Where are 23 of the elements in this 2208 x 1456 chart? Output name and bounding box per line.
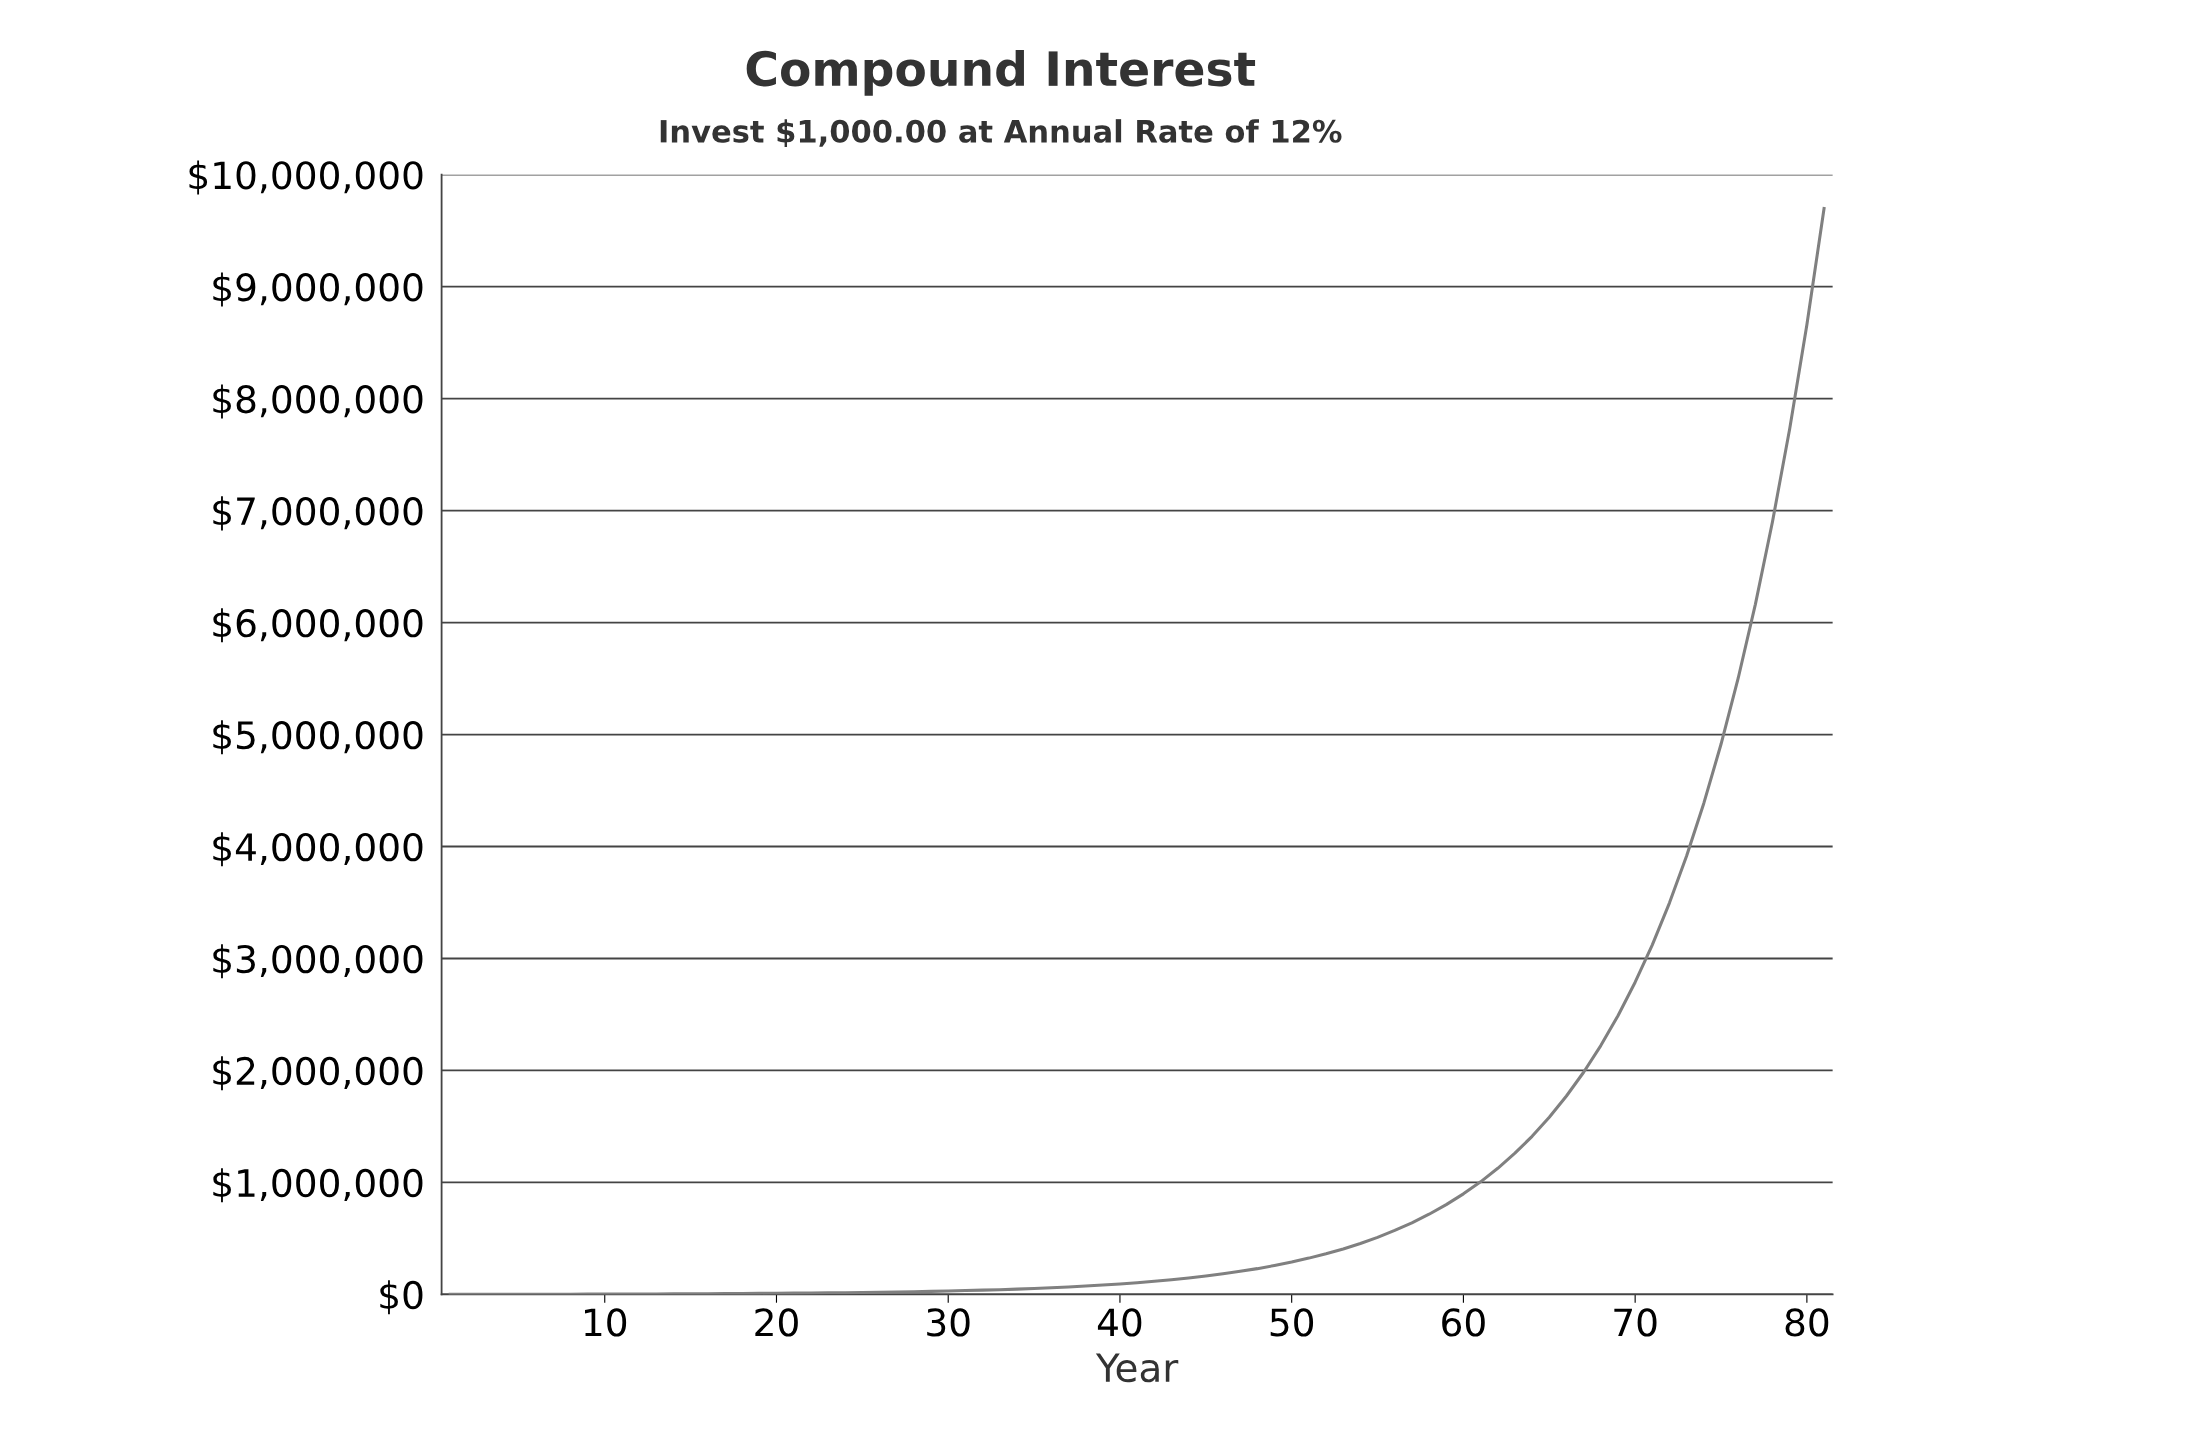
- y-tick-label: $9,000,000: [213, 272, 423, 307]
- x-tick-label: 10: [585, 1308, 627, 1337]
- y-tick-label: $7,000,000: [213, 496, 423, 531]
- chart-title: Compound Interest: [746, 49, 1256, 96]
- y-tick-label: $0: [380, 1280, 423, 1315]
- x-tick-label: 30: [927, 1308, 970, 1337]
- y-tick-label: $8,000,000: [213, 384, 423, 419]
- y-tick-label: $3,000,000: [213, 944, 423, 979]
- x-tick-label: 80: [1785, 1308, 1829, 1337]
- x-tick-label: 40: [1097, 1308, 1142, 1337]
- y-tick-label: $10,000,000: [189, 160, 423, 195]
- x-tick-label: 20: [755, 1308, 798, 1337]
- chart-subtitle: Invest $1,000.00 at Annual Rate of 12%: [660, 119, 1342, 147]
- y-tick-label: $4,000,000: [213, 832, 423, 867]
- y-tick-label: $2,000,000: [213, 1056, 423, 1091]
- x-tick-label: 50: [1270, 1308, 1314, 1337]
- x-axis-title: Year: [1095, 1353, 1179, 1383]
- x-tick-label: 70: [1614, 1308, 1657, 1337]
- x-tick-label: 60: [1442, 1308, 1485, 1337]
- y-tick-label: $6,000,000: [213, 608, 423, 643]
- line-series: [448, 207, 1826, 1295]
- y-tick-label: $1,000,000: [213, 1168, 423, 1203]
- y-tick-label: $5,000,000: [213, 720, 423, 755]
